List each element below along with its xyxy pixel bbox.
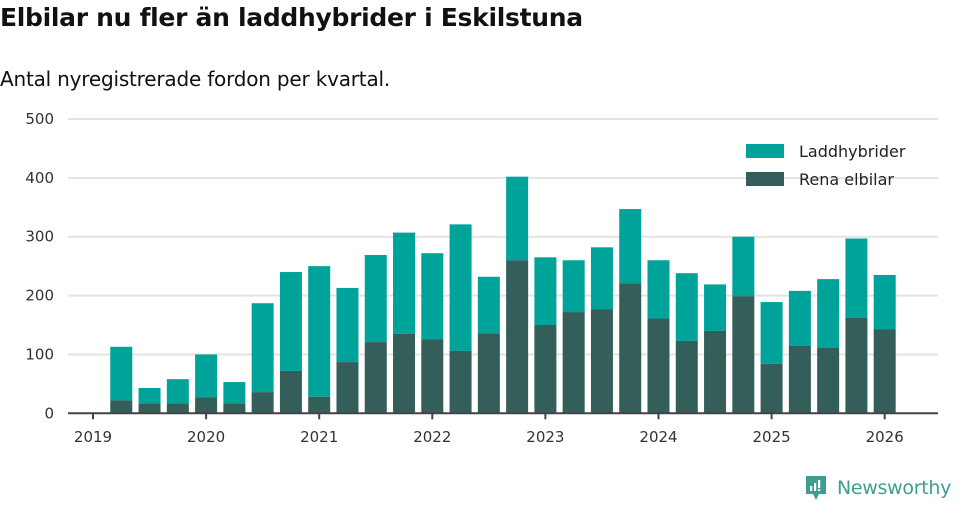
bar-rena-elbilar — [562, 312, 585, 414]
legend-item-rena-elbilar: Rena elbilar — [746, 165, 905, 193]
bar-laddhybrider — [223, 382, 246, 404]
y-tick-label: 200 — [25, 287, 54, 305]
bar-rena-elbilar — [590, 309, 613, 414]
bar-rena-elbilar — [138, 403, 161, 414]
bar-laddhybrider — [195, 354, 218, 398]
bar-laddhybrider — [873, 274, 896, 330]
bar-rena-elbilar — [647, 318, 670, 414]
legend-swatch-laddhybrider — [746, 144, 784, 158]
x-axis: 2019 2020 2021 2022 2023 2024 2025 2026 — [68, 412, 938, 446]
bar-laddhybrider — [534, 257, 557, 326]
bar-laddhybrider — [675, 273, 698, 341]
x-tick-label: 2022 — [413, 428, 451, 446]
bar-laddhybrider — [364, 254, 387, 343]
bar-laddhybrider — [562, 260, 585, 313]
bar-rena-elbilar — [421, 339, 444, 414]
bar-laddhybrider — [138, 387, 161, 404]
bar-laddhybrider — [279, 272, 302, 371]
y-tick-label: 500 — [25, 110, 54, 128]
bar-rena-elbilar — [279, 370, 302, 414]
bar-rena-elbilar — [619, 283, 642, 414]
newsworthy-logo[interactable]: Newsworthy — [804, 475, 951, 501]
legend: Laddhybrider Rena elbilar — [746, 137, 905, 193]
bar-rena-elbilar — [506, 260, 529, 414]
bar-laddhybrider — [110, 346, 133, 401]
bars — [110, 176, 896, 414]
bar-laddhybrider — [421, 253, 444, 340]
bar-laddhybrider — [449, 224, 472, 351]
bar-rena-elbilar — [788, 345, 811, 414]
x-tick-label: 2025 — [753, 428, 791, 446]
bar-rena-elbilar — [732, 296, 755, 414]
x-tick-label: 2020 — [187, 428, 225, 446]
bar-rena-elbilar — [534, 325, 557, 414]
bar-laddhybrider — [619, 209, 642, 284]
y-tick-label: 300 — [25, 228, 54, 246]
bar-rena-elbilar — [477, 333, 500, 414]
bar-laddhybrider — [817, 279, 840, 348]
bar-laddhybrider — [251, 303, 274, 393]
legend-item-laddhybrider: Laddhybrider — [746, 137, 905, 165]
bar-laddhybrider — [732, 236, 755, 297]
x-tick-label: 2021 — [300, 428, 338, 446]
bar-rena-elbilar — [308, 396, 331, 414]
bar-chart-logo-icon — [806, 476, 826, 500]
bar-rena-elbilar — [704, 330, 727, 414]
bar-rena-elbilar — [364, 342, 387, 414]
x-tick-label: 2026 — [866, 428, 904, 446]
bar-laddhybrider — [506, 176, 529, 261]
chart-title: Elbilar nu fler än laddhybrider i Eskils… — [0, 3, 583, 32]
bar-rena-elbilar — [393, 333, 416, 414]
y-tick-label: 100 — [25, 345, 54, 363]
bar-laddhybrider — [308, 266, 331, 397]
bar-rena-elbilar — [166, 403, 189, 414]
y-axis: 0 100 200 300 400 500 — [25, 110, 54, 422]
logo-text: Newsworthy — [837, 477, 952, 499]
bar-laddhybrider — [590, 247, 613, 310]
bar-rena-elbilar — [251, 392, 274, 414]
bar-laddhybrider — [704, 284, 727, 331]
bar-rena-elbilar — [873, 329, 896, 414]
bar-laddhybrider — [845, 238, 868, 318]
legend-label: Laddhybrider — [799, 141, 906, 161]
bar-laddhybrider — [393, 232, 416, 334]
x-tick-label: 2024 — [639, 428, 677, 446]
bar-rena-elbilar — [817, 347, 840, 414]
bar-rena-elbilar — [449, 350, 472, 414]
x-tick-label: 2023 — [526, 428, 564, 446]
bar-laddhybrider — [336, 287, 359, 363]
legend-label: Rena elbilar — [799, 169, 894, 189]
chart-subtitle: Antal nyregistrerade fordon per kvartal. — [0, 67, 391, 91]
bar-rena-elbilar — [223, 403, 246, 414]
bar-rena-elbilar — [845, 317, 868, 414]
bar-laddhybrider — [788, 290, 811, 346]
bar-rena-elbilar — [110, 400, 133, 414]
y-tick-label: 0 — [44, 404, 54, 422]
legend-swatch-rena-elbilar — [746, 172, 784, 186]
bar-laddhybrider — [477, 276, 500, 334]
bar-laddhybrider — [760, 302, 783, 364]
bar-rena-elbilar — [675, 340, 698, 414]
y-tick-label: 400 — [25, 169, 54, 187]
bar-rena-elbilar — [195, 397, 218, 414]
bar-rena-elbilar — [760, 363, 783, 414]
x-tick-label: 2019 — [74, 428, 112, 446]
bar-rena-elbilar — [336, 362, 359, 414]
bar-laddhybrider — [166, 379, 189, 404]
bar-laddhybrider — [647, 260, 670, 319]
